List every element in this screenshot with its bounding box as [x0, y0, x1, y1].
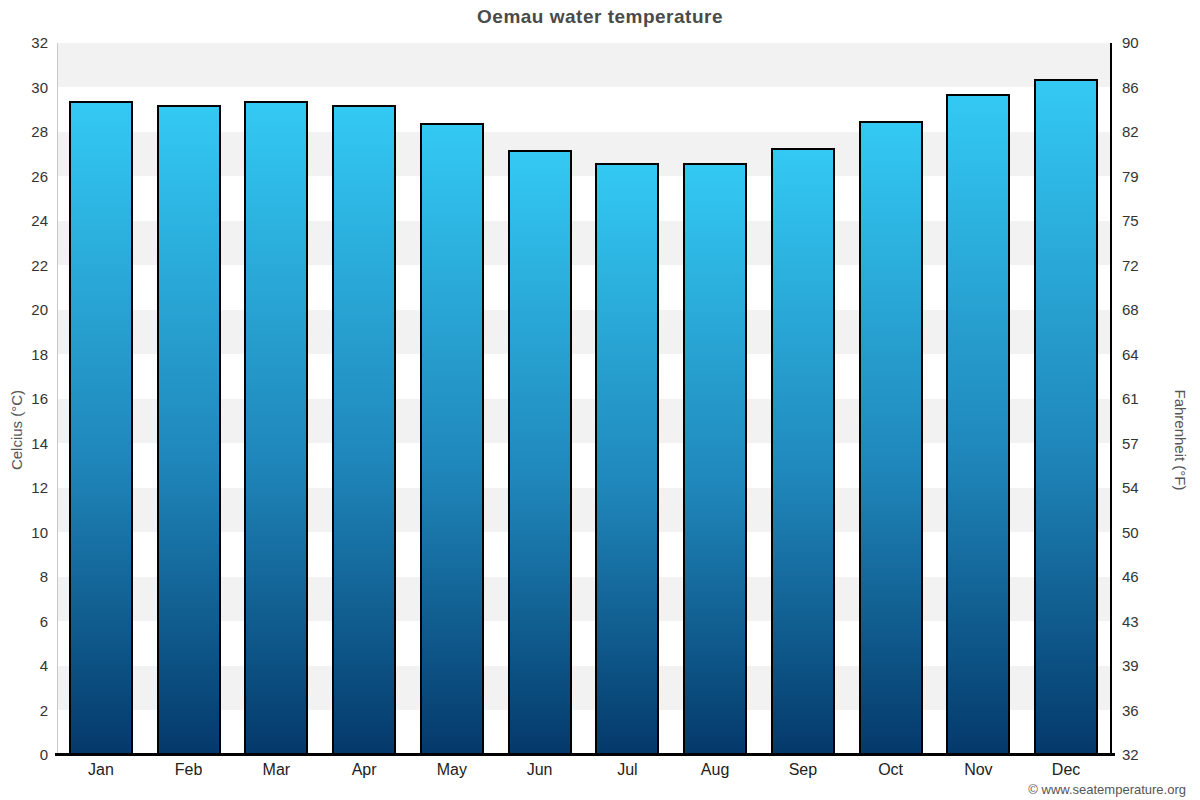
- bar-apr: [332, 105, 396, 755]
- fahrenheit-tick-label: 46: [1122, 568, 1139, 586]
- celsius-tick-label: 30: [0, 79, 48, 97]
- bar-nov: [946, 94, 1010, 755]
- celsius-tick-label: 28: [0, 123, 48, 141]
- celsius-tick-label: 10: [0, 524, 48, 542]
- celsius-tick-label: 6: [0, 613, 48, 631]
- fahrenheit-tick-label: 43: [1122, 613, 1139, 631]
- bar-aug: [683, 163, 747, 755]
- celsius-tick-label: 18: [0, 346, 48, 364]
- fahrenheit-tick-label: 64: [1122, 346, 1139, 364]
- bar-oct: [859, 121, 923, 755]
- fahrenheit-tick-label: 82: [1122, 123, 1139, 141]
- fahrenheit-axis-title: Fahrenheit (°F): [1172, 389, 1189, 490]
- celsius-tick-label: 4: [0, 657, 48, 675]
- celsius-axis-title: Celcius (°C): [8, 390, 25, 470]
- bar-sep: [771, 148, 835, 755]
- celsius-tick-label: 12: [0, 479, 48, 497]
- celsius-tick-label: 32: [0, 34, 48, 52]
- celsius-tick-label: 2: [0, 702, 48, 720]
- fahrenheit-tick-label: 86: [1122, 79, 1139, 97]
- month-label-oct: Oct: [847, 761, 935, 779]
- month-label-jul: Jul: [583, 761, 671, 779]
- celsius-tick-label: 24: [0, 212, 48, 230]
- month-label-apr: Apr: [320, 761, 408, 779]
- fahrenheit-tick-label: 57: [1122, 435, 1139, 453]
- month-label-dec: Dec: [1022, 761, 1110, 779]
- copyright-text: © www.seatemperature.org: [1028, 782, 1186, 797]
- fahrenheit-tick-label: 39: [1122, 657, 1139, 675]
- plot-area: [57, 43, 1110, 755]
- water-temperature-chart: Oemau water temperature 3230282624222018…: [0, 0, 1200, 800]
- fahrenheit-tick-label: 72: [1122, 257, 1139, 275]
- month-label-sep: Sep: [759, 761, 847, 779]
- celsius-tick-label: 8: [0, 568, 48, 586]
- month-label-may: May: [408, 761, 496, 779]
- bar-jun: [508, 150, 572, 755]
- celsius-tick-label: 22: [0, 257, 48, 275]
- celsius-axis-line: [57, 43, 58, 755]
- celsius-tick-label: 26: [0, 168, 48, 186]
- bar-jul: [595, 163, 659, 755]
- bar-mar: [244, 101, 308, 755]
- month-label-feb: Feb: [145, 761, 233, 779]
- fahrenheit-axis-line: [1110, 43, 1112, 755]
- month-label-mar: Mar: [232, 761, 320, 779]
- month-label-nov: Nov: [934, 761, 1022, 779]
- bar-jan: [69, 101, 133, 755]
- fahrenheit-tick-label: 32: [1122, 746, 1139, 764]
- fahrenheit-tick-label: 50: [1122, 524, 1139, 542]
- fahrenheit-tick-label: 36: [1122, 702, 1139, 720]
- celsius-tick-label: 20: [0, 301, 48, 319]
- fahrenheit-tick-label: 61: [1122, 390, 1139, 408]
- fahrenheit-tick-label: 75: [1122, 212, 1139, 230]
- month-label-jan: Jan: [57, 761, 145, 779]
- x-axis-line: [55, 753, 1115, 756]
- fahrenheit-tick-label: 68: [1122, 301, 1139, 319]
- fahrenheit-tick-label: 54: [1122, 479, 1139, 497]
- chart-title: Oemau water temperature: [0, 6, 1200, 28]
- celsius-tick-label: 0: [0, 746, 48, 764]
- bar-feb: [157, 105, 221, 755]
- bar-dec: [1034, 79, 1098, 755]
- month-label-aug: Aug: [671, 761, 759, 779]
- bar-may: [420, 123, 484, 755]
- fahrenheit-tick-label: 90: [1122, 34, 1139, 52]
- fahrenheit-tick-label: 79: [1122, 168, 1139, 186]
- month-label-jun: Jun: [496, 761, 584, 779]
